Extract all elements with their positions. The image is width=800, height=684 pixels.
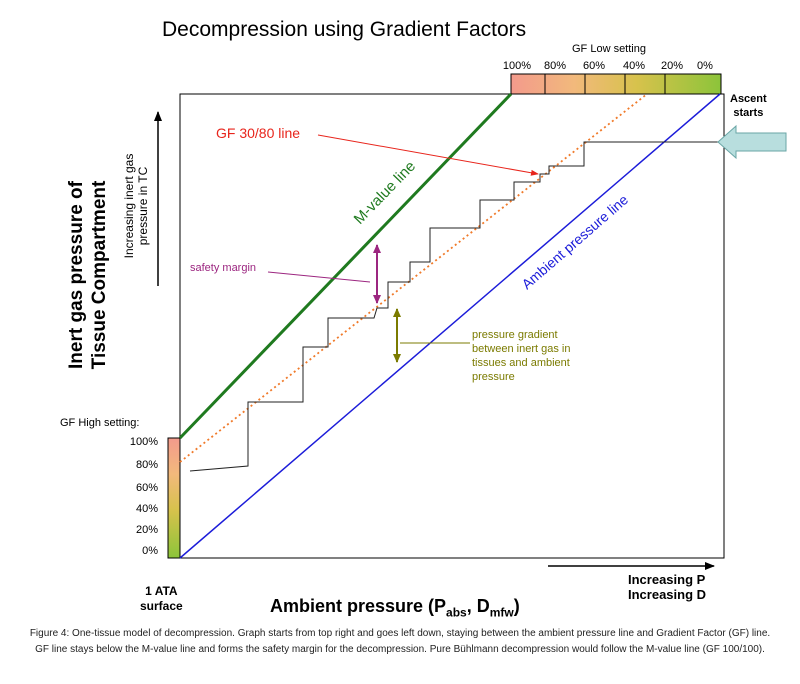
gf-high-tick: 80% (135, 459, 158, 471)
gf-high-tick: 20% (135, 524, 158, 536)
gf-high-title: GF High setting: (60, 417, 140, 429)
gf-low-tick: 0% (697, 60, 713, 72)
gf-low-title: GF Low setting (572, 43, 646, 55)
m-value-line-label: M-value line (351, 158, 419, 228)
x-axis-label: Ambient pressure (Pabs, Dmfw) (270, 596, 520, 620)
figure-caption: Figure 4: One-tissue model of decompress… (29, 628, 771, 655)
gf-low-tick: 80% (543, 60, 567, 72)
gf-line-pointer (317, 134, 539, 176)
pressure-gradient-label: pressure gradient between inert gas in t… (472, 329, 571, 383)
gf-low-tick: 40% (622, 60, 646, 72)
safety-margin-leader (267, 271, 371, 283)
page-title: Decompression using Gradient Factors (162, 18, 527, 41)
gf-line (179, 93, 648, 463)
gf-high-tick: 100% (129, 436, 158, 448)
gf-high-tick: 40% (135, 503, 158, 515)
gf-high-scale-bar (167, 437, 181, 559)
x-increasing-label: Increasing P Increasing D (628, 572, 707, 602)
gf-low-scale-bar (510, 73, 722, 95)
safety-margin-label: safety margin (190, 262, 257, 274)
gf-high-tick: 0% (142, 545, 158, 557)
m-value-line (178, 92, 513, 440)
ambient-pressure-line (179, 93, 721, 559)
origin-label: 1 ATA surface (140, 584, 183, 613)
y-axis-label: Inert gas pressure of Tissue Compartment (66, 180, 110, 370)
gf-line-label: GF 30/80 line (216, 125, 301, 141)
y-increasing-label: Increasing inert gas pressure in TC (122, 153, 150, 259)
gf-low-tick: 60% (582, 60, 606, 72)
gf-low-tick: 100% (502, 60, 532, 72)
plot-frame (179, 93, 725, 559)
ascent-arrow (717, 124, 787, 160)
gf-high-tick: 60% (135, 482, 158, 494)
ambient-pressure-line-label: Ambient pressure line (518, 191, 631, 292)
ascent-label: Ascent starts (730, 93, 767, 119)
gf-low-tick: 20% (660, 60, 684, 72)
decompression-profile (189, 141, 722, 472)
